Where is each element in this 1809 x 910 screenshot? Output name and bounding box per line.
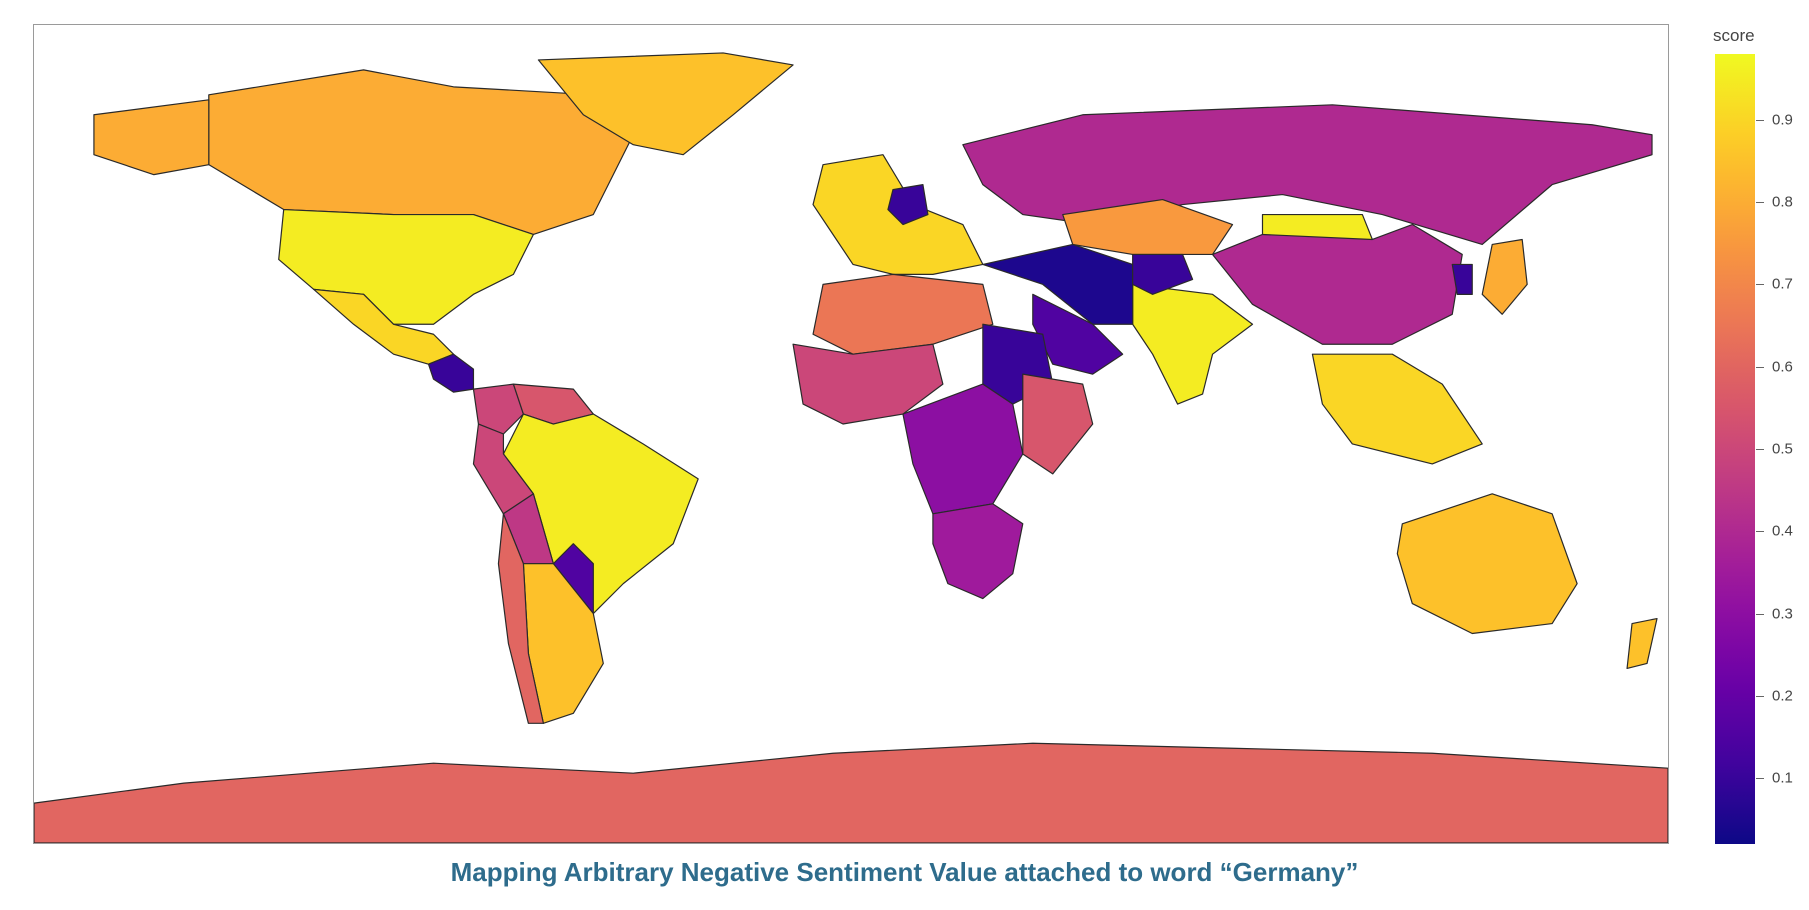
map-canvas[interactable] [34,25,1668,843]
colorbar-tick-mark [1756,449,1764,450]
colorbar-tick-mark [1756,284,1764,286]
region-new-zealand[interactable] [1626,617,1658,670]
colorbar-tick-label: 0.3 [1772,605,1793,623]
region-southern-africa[interactable] [932,503,1024,600]
colorbar-tick-mark [1756,366,1764,368]
world-map[interactable] [33,24,1669,844]
region-saudi-arabia[interactable] [1032,293,1124,375]
colorbar-tick-label: 0.9 [1772,111,1793,129]
region-alaska[interactable] [93,99,210,176]
region-korea[interactable] [1451,263,1473,295]
colorbar-tick-mark [1756,531,1764,533]
colorbar-tick-label: 0.2 [1772,687,1793,705]
region-antarctica[interactable] [34,742,1668,843]
region-north-africa[interactable] [812,273,994,355]
region-east-africa[interactable] [1022,373,1094,475]
colorbar-tick-label: 0.8 [1772,193,1793,211]
region-australia[interactable] [1396,493,1578,635]
region-india[interactable] [1132,283,1254,405]
region-japan[interactable] [1481,238,1528,315]
region-southeast-asia[interactable] [1311,353,1483,465]
region-colombia[interactable] [472,383,525,435]
region-chile[interactable] [497,513,544,724]
colorbar-tick-label: 0.5 [1772,440,1793,458]
colorbar-tick-mark [1756,613,1764,615]
region-germany[interactable] [887,184,929,226]
caption: Mapping Arbitrary Negative Sentiment Val… [450,857,1359,887]
colorbar-title: score [1713,26,1755,45]
region-west-africa[interactable] [792,343,944,425]
region-afghanistan[interactable] [1132,253,1194,295]
region-greenland[interactable] [537,52,794,156]
colorbar-tick-mark [1756,119,1764,121]
colorbar-tick-mark [1756,778,1764,780]
colorbar-tick-mark [1756,695,1764,697]
region-central-africa[interactable] [902,383,1024,515]
colorbar-tick-mark [1756,202,1764,204]
colorbar-tick-label: 0.1 [1772,769,1793,787]
colorbar-tick-label: 0.7 [1772,275,1793,293]
region-middle-east[interactable] [982,243,1134,325]
colorbar-tick-label: 0.6 [1772,358,1793,376]
region-usa[interactable] [278,208,534,325]
colorbar [1715,54,1755,844]
colorbar-tick-label: 0.4 [1772,522,1793,540]
